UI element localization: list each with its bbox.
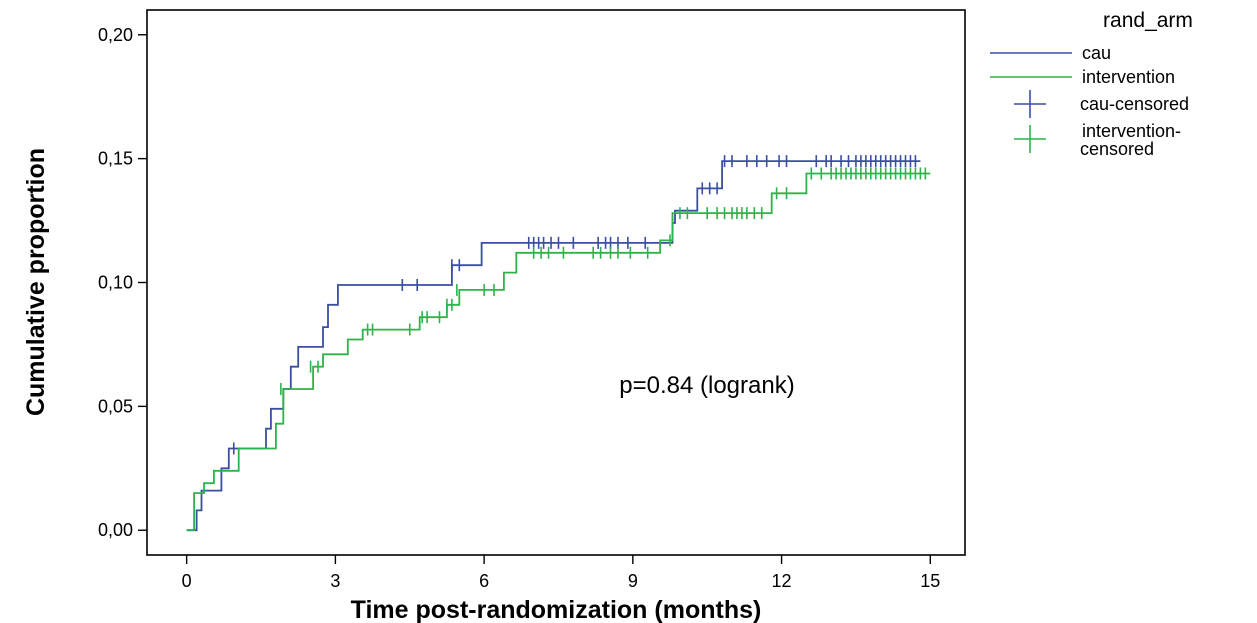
y-axis-title: Cumulative proportion (22, 148, 50, 416)
plot-frame (146, 9, 966, 556)
legend: rand_arm cau intervention cau-censored i… (990, 9, 1193, 159)
y-tick-label: 0,05 (98, 396, 133, 416)
x-tick-label: 0 (182, 571, 192, 591)
x-tick-label: 3 (330, 571, 340, 591)
legend-label-cau-censored: cau-censored (1080, 94, 1189, 114)
x-axis: 0 3 6 9 12 15 (182, 555, 940, 591)
x-tick-label: 9 (628, 571, 638, 591)
censor-marks-cau (232, 155, 917, 455)
legend-title: rand_arm (1103, 9, 1193, 32)
x-tick-label: 6 (479, 571, 489, 591)
series-line-intervention (186, 172, 931, 532)
legend-label-intervention-censored-line2: censored (1080, 139, 1154, 159)
legend-label-intervention-censored-line1: intervention- (1082, 121, 1181, 141)
x-tick-label: 12 (772, 571, 792, 591)
legend-label-cau: cau (1082, 43, 1111, 63)
series-line-cau (186, 160, 921, 532)
legend-marker-cau-censored (1014, 90, 1046, 118)
y-tick-label: 0,00 (98, 520, 133, 540)
logrank-annotation: p=0.84 (logrank) (619, 372, 794, 399)
y-tick-label: 0,15 (98, 149, 133, 169)
x-tick-label: 15 (920, 571, 940, 591)
y-tick-label: 0,10 (98, 273, 133, 293)
legend-marker-intervention-censored (1014, 125, 1046, 153)
y-tick-label: 0,20 (98, 25, 133, 45)
censor-marks-intervention (280, 167, 927, 396)
legend-label-intervention: intervention (1082, 67, 1175, 87)
legend-label-intervention-censored: intervention- censored (1080, 121, 1186, 159)
y-axis: 0,00 0,05 0,10 0,15 0,20 (98, 25, 147, 540)
series-layer (186, 155, 931, 532)
x-axis-title: Time post-randomization (months) (351, 596, 762, 623)
